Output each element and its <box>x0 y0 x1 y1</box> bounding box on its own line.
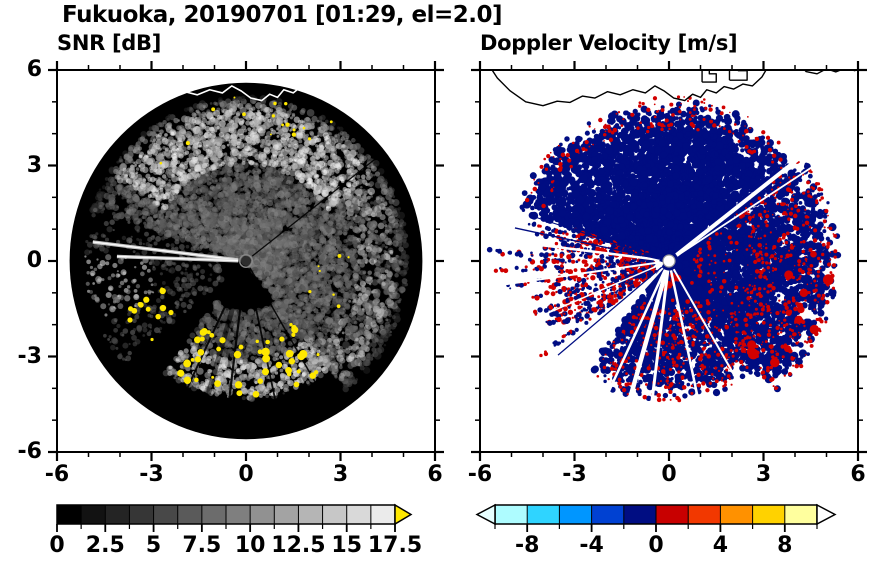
velocity-ppi-plot <box>468 58 870 464</box>
vel-x-tick-label: -3 <box>562 462 587 487</box>
velocity-colorbar <box>462 497 854 541</box>
panel-title-snr: SNR [dB] <box>57 31 162 55</box>
snr-x-tick-label: -3 <box>139 462 164 487</box>
snr-y-tick-label: 6 <box>26 57 42 82</box>
snr-y-tick-label: 3 <box>26 152 42 178</box>
vel-x-tick-label: 3 <box>755 462 772 487</box>
figure-title: Fukuoka, 20190701 [01:29, el=2.0] <box>62 2 503 28</box>
snr-y-tick-label: 0 <box>26 248 42 273</box>
vel-x-tick-label: 6 <box>850 462 866 487</box>
snr-x-tick-label: -6 <box>44 462 70 487</box>
snr-x-tick-label: 6 <box>427 462 443 487</box>
panel-title-velocity: Doppler Velocity [m/s] <box>480 31 738 55</box>
vel-x-tick-label: 0 <box>661 462 677 487</box>
snr-y-tick-label: -6 <box>17 439 42 464</box>
vel-x-tick-label: -6 <box>467 462 493 487</box>
snr-x-tick-label: 0 <box>238 462 254 487</box>
snr-colorbar <box>45 497 425 541</box>
snr-x-tick-label: 3 <box>332 462 349 487</box>
snr-y-tick-label: -3 <box>17 343 42 369</box>
snr-ppi-plot <box>45 58 447 464</box>
